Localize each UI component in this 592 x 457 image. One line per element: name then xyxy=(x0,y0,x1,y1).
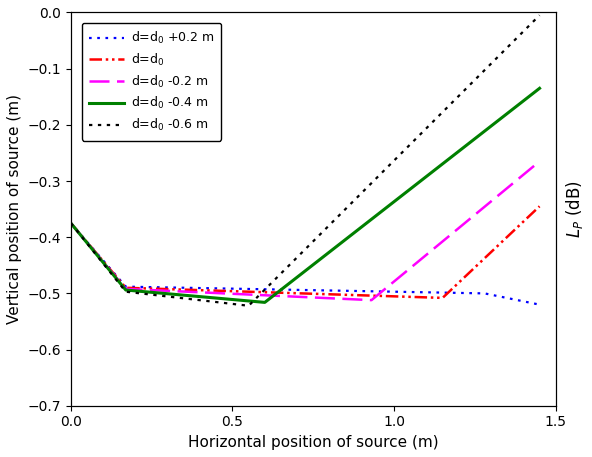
d=d$_0$ -0.4 m xyxy=(195,294,202,299)
X-axis label: Horizontal position of source (m): Horizontal position of source (m) xyxy=(188,435,439,450)
d=d$_0$ xyxy=(536,203,543,209)
d=d$_0$ +0.2 m xyxy=(522,299,529,304)
d=d$_0$ xyxy=(443,291,450,297)
d=d$_0$ -0.2 m xyxy=(368,298,375,303)
d=d$_0$ -0.2 m xyxy=(67,220,75,226)
d=d$_0$ -0.2 m xyxy=(250,292,258,298)
d=d$_0$ -0.6 m xyxy=(536,12,543,18)
Y-axis label: $L_P$ (dB): $L_P$ (dB) xyxy=(564,181,585,238)
d=d$_0$ -0.6 m xyxy=(166,294,173,299)
d=d$_0$ -0.6 m xyxy=(245,303,252,308)
Y-axis label: Vertical position of source (m): Vertical position of source (m) xyxy=(7,94,22,324)
d=d$_0$ -0.2 m xyxy=(209,290,216,296)
d=d$_0$ -0.4 m xyxy=(342,237,349,242)
d=d$_0$ -0.4 m xyxy=(536,85,543,91)
d=d$_0$ +0.2 m xyxy=(351,288,358,294)
Line: d=d$_0$ +0.2 m: d=d$_0$ +0.2 m xyxy=(71,223,539,305)
Line: d=d$_0$ -0.4 m: d=d$_0$ -0.4 m xyxy=(71,88,539,303)
Line: d=d$_0$ -0.6 m: d=d$_0$ -0.6 m xyxy=(71,15,539,306)
Line: d=d$_0$ -0.2 m: d=d$_0$ -0.2 m xyxy=(71,161,539,300)
d=d$_0$ xyxy=(234,289,241,294)
d=d$_0$ xyxy=(152,286,159,292)
d=d$_0$ -0.2 m xyxy=(145,287,152,292)
d=d$_0$ -0.6 m xyxy=(134,290,141,296)
d=d$_0$ +0.2 m xyxy=(263,287,270,292)
d=d$_0$ -0.4 m xyxy=(273,291,280,296)
Line: d=d$_0$: d=d$_0$ xyxy=(71,206,539,298)
d=d$_0$ -0.6 m xyxy=(258,291,265,296)
d=d$_0$ -0.4 m xyxy=(261,300,268,305)
d=d$_0$ -0.6 m xyxy=(86,244,94,250)
d=d$_0$ -0.2 m xyxy=(375,292,382,297)
d=d$_0$ +0.2 m xyxy=(407,289,414,295)
d=d$_0$ -0.2 m xyxy=(86,243,94,249)
d=d$_0$ +0.2 m xyxy=(269,287,276,292)
d=d$_0$ -0.6 m xyxy=(67,220,75,226)
d=d$_0$ -0.4 m xyxy=(135,288,142,294)
Legend: d=d$_0$ +0.2 m, d=d$_0$, d=d$_0$ -0.2 m, d=d$_0$ -0.4 m, d=d$_0$ -0.6 m: d=d$_0$ +0.2 m, d=d$_0$, d=d$_0$ -0.2 m,… xyxy=(82,23,221,141)
d=d$_0$ -0.2 m xyxy=(417,256,424,262)
d=d$_0$ xyxy=(439,295,446,301)
d=d$_0$ -0.4 m xyxy=(86,244,94,249)
d=d$_0$ xyxy=(287,290,294,296)
d=d$_0$ -0.4 m xyxy=(171,292,178,297)
d=d$_0$ -0.4 m xyxy=(67,220,75,226)
d=d$_0$ -0.6 m xyxy=(186,296,194,302)
d=d$_0$ -0.2 m xyxy=(536,159,543,164)
d=d$_0$ xyxy=(86,243,94,248)
d=d$_0$ +0.2 m xyxy=(536,302,543,308)
d=d$_0$ xyxy=(67,220,75,226)
d=d$_0$ +0.2 m xyxy=(67,220,75,226)
d=d$_0$ xyxy=(468,268,475,274)
d=d$_0$ -0.6 m xyxy=(331,218,338,223)
d=d$_0$ +0.2 m xyxy=(144,284,152,290)
